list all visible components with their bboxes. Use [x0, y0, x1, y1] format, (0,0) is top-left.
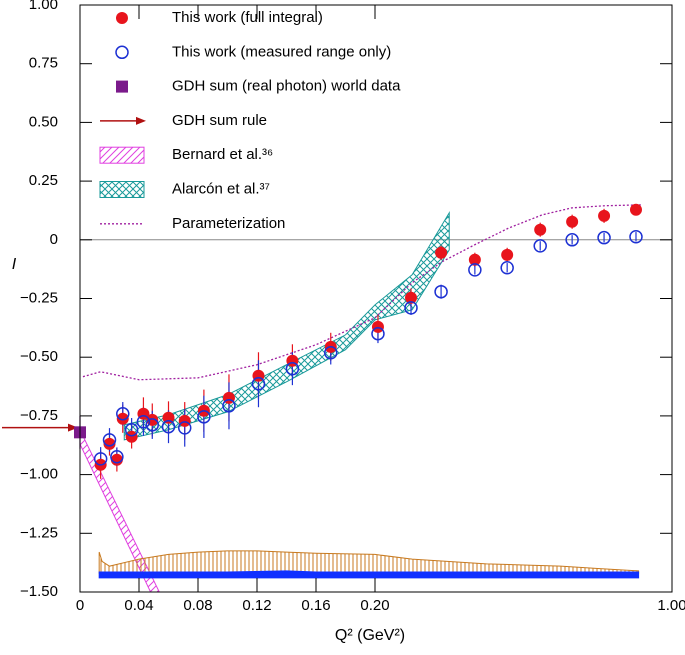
legend-item: GDH sum (real photon) world data: [116, 78, 401, 95]
band: [80, 429, 160, 592]
y-tick-label: 0.50: [29, 113, 58, 130]
y-tick-label: −1.50: [20, 583, 58, 600]
marker: [285, 361, 300, 376]
legend-label: This work (measured range only): [172, 43, 391, 60]
sum-rule-arrow: [2, 423, 78, 432]
marker: [125, 430, 138, 443]
legend-swatch: [115, 45, 129, 60]
legend-swatch: [116, 80, 128, 93]
marker: [598, 209, 611, 222]
marker: [116, 412, 129, 425]
marker: [533, 239, 547, 253]
marker: [597, 230, 611, 245]
y-tick-label: −0.50: [20, 348, 58, 365]
legend-item: Alarcón et al.³⁷: [99, 180, 270, 198]
marker: [197, 410, 211, 424]
legend-label: GDH sum (real photon) world data: [172, 78, 401, 95]
marker: [534, 223, 547, 236]
marker: [629, 203, 642, 216]
y-tick-label: 0: [50, 231, 58, 248]
legend-item: This work (measured range only): [115, 43, 391, 60]
plot-area: [80, 204, 672, 592]
x-tick-label: 0: [76, 597, 84, 614]
legend-item: Parameterization: [100, 215, 285, 232]
legend-item: This work (full integral): [116, 9, 323, 26]
marker: [251, 376, 266, 391]
x-tick-label: 0.08: [183, 597, 212, 614]
band: [98, 550, 640, 574]
marker: [110, 450, 124, 464]
legend-label: Bernard et al.³⁶: [172, 146, 273, 163]
y-tick-label: 0.25: [29, 172, 58, 189]
marker: [468, 263, 482, 277]
y-axis-title: I: [12, 256, 17, 273]
marker: [468, 253, 481, 266]
legend-item: GDH sum rule: [100, 112, 267, 129]
x-tick-label: 0.20: [360, 597, 389, 614]
marker: [500, 260, 514, 275]
y-tick-label: 1.00: [29, 0, 58, 13]
band: [98, 570, 640, 579]
marker: [93, 452, 108, 466]
marker: [145, 418, 160, 432]
x-tick-label: 1.00: [657, 597, 685, 614]
y-tick-label: −1.25: [20, 524, 58, 541]
marker: [177, 421, 192, 435]
y-tick-label: 0.75: [29, 55, 58, 72]
legend-label: Alarcón et al.³⁷: [172, 180, 270, 197]
legend-swatch: [99, 181, 145, 198]
marker: [371, 320, 384, 333]
arrow-head: [68, 423, 78, 432]
marker: [566, 215, 579, 228]
marker: [136, 415, 151, 429]
marker: [324, 345, 338, 360]
marker: [103, 437, 116, 450]
marker: [222, 399, 236, 413]
legend-swatch-head: [136, 116, 146, 125]
marker: [435, 246, 448, 259]
legend-swatch: [116, 12, 128, 24]
marker: [565, 233, 579, 247]
y-tick-label: −0.75: [20, 407, 58, 424]
marker: [404, 301, 418, 315]
marker: [405, 291, 418, 304]
legend-label: This work (full integral): [172, 9, 323, 26]
legend-swatch: [99, 146, 145, 164]
legend: This work (full integral) This work (meas…: [99, 9, 401, 232]
marker: [116, 407, 130, 421]
marker: [501, 248, 514, 261]
line: [82, 204, 643, 381]
x-tick-label: 0.04: [124, 597, 153, 614]
x-tick-label: 0.12: [242, 597, 271, 614]
marker: [110, 453, 123, 466]
x-axis-title: Q² (GeV²): [335, 627, 405, 644]
marker: [629, 229, 643, 244]
marker: [161, 419, 176, 434]
y-tick-label: −1.00: [20, 466, 58, 483]
marker: [102, 433, 117, 447]
marker: [178, 414, 191, 427]
marker: [371, 326, 385, 341]
marker: [124, 423, 139, 437]
legend-item: Bernard et al.³⁶: [99, 146, 273, 164]
legend-label: GDH sum rule: [172, 112, 267, 129]
band: [123, 210, 450, 441]
legend-label: Parameterization: [172, 215, 285, 232]
y-tick-label: −0.25: [20, 289, 58, 306]
marker: [434, 284, 448, 299]
x-tick-label: 0.16: [301, 597, 330, 614]
